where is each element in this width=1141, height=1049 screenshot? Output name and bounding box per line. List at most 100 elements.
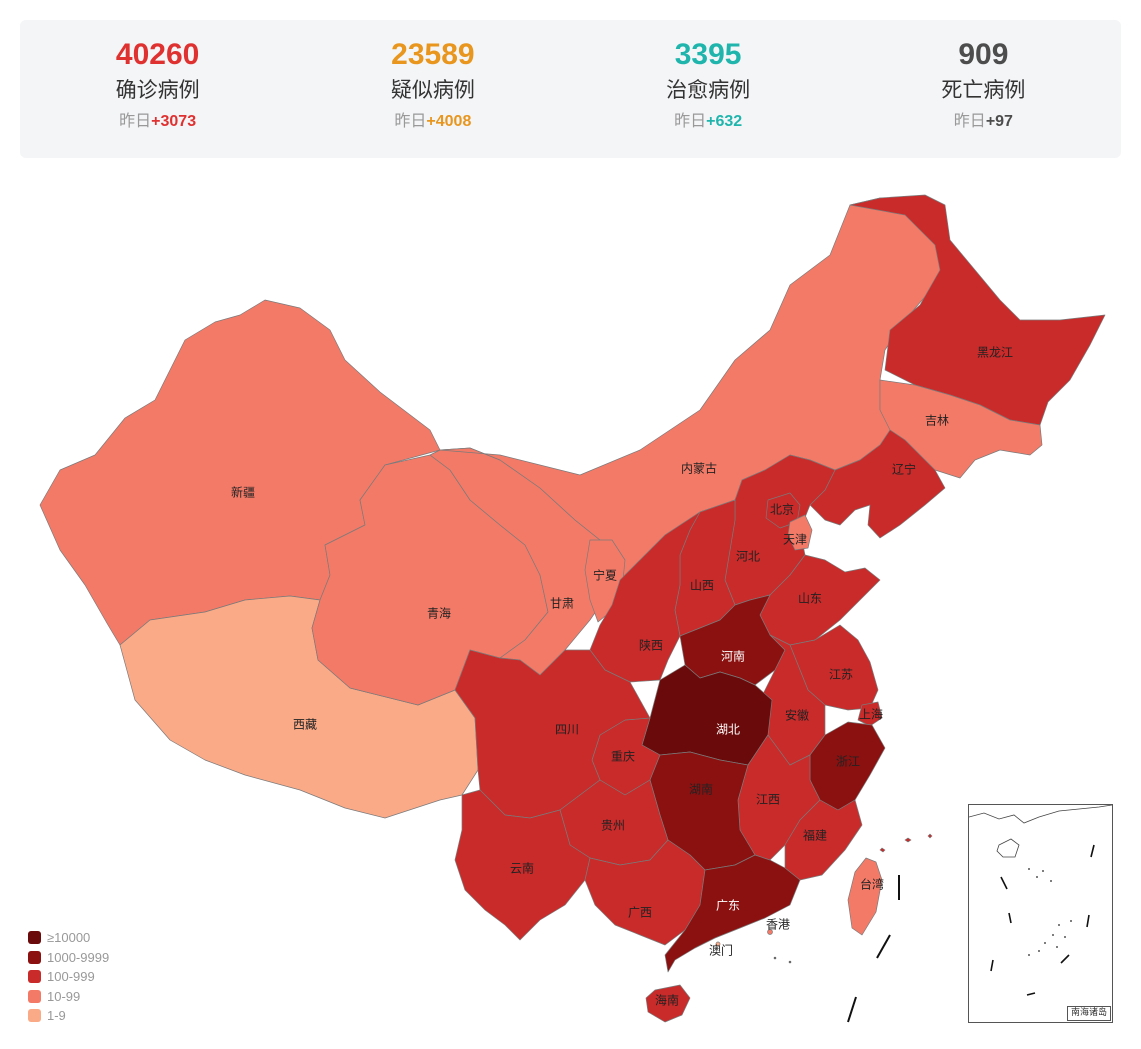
- island-mark: [904, 837, 912, 843]
- delta-prefix: 昨日: [953, 111, 986, 130]
- label-guangxi: 广西: [628, 906, 652, 920]
- legend-swatch: [28, 931, 41, 945]
- inset-islet: [1038, 950, 1040, 952]
- inset-coastline: [968, 804, 1113, 824]
- stat-cured: 3395 治愈病例 昨日+632: [571, 20, 846, 158]
- label-gansu: 甘肃: [550, 597, 574, 611]
- label-xinjiang: 新疆: [231, 485, 255, 500]
- label-hubei: 湖北: [716, 722, 740, 737]
- inset-dash: [1086, 914, 1090, 928]
- inset-islet: [1064, 936, 1066, 938]
- deaths-value: 909: [958, 38, 1009, 71]
- label-shandong: 山东: [798, 592, 822, 606]
- legend-label: 10-99: [47, 988, 81, 1004]
- map-legend: ≥10000 1000-9999 100-999 10-99 1-9: [28, 928, 109, 1026]
- region-heilongjiang[interactable]: [849, 194, 1106, 426]
- label-chongqing: 重庆: [611, 750, 635, 764]
- legend-item[interactable]: 100-999: [28, 967, 109, 987]
- inset-dash: [1008, 912, 1012, 924]
- stat-suspected: 23589 疑似病例 昨日+4008: [295, 20, 570, 158]
- label-guangdong: 广东: [716, 899, 740, 913]
- label-jilin: 吉林: [925, 414, 949, 428]
- inset-dash: [1026, 992, 1036, 996]
- legend-swatch: [28, 950, 41, 964]
- inset-dash: [1060, 954, 1070, 964]
- label-sichuan: 四川: [555, 723, 579, 737]
- label-fujian: 福建: [803, 828, 827, 843]
- island-mark: [927, 833, 933, 839]
- legend-swatch: [28, 1009, 41, 1023]
- inset-islet: [1056, 946, 1058, 948]
- legend-label: ≥10000: [47, 930, 91, 946]
- summary-panel: 40260 确诊病例 昨日+3073 23589 疑似病例 昨日+4008 33…: [20, 20, 1121, 158]
- label-macau: 澳门: [709, 943, 733, 958]
- stat-deaths: 909 死亡病例 昨日+97: [846, 20, 1121, 158]
- delta-value: +4008: [426, 113, 472, 130]
- region-yunnan[interactable]: [454, 789, 591, 941]
- label-tianjin: 天津: [783, 533, 807, 547]
- label-liaoning: 辽宁: [892, 462, 916, 477]
- delta-prefix: 昨日: [119, 111, 152, 130]
- delta-value: +632: [706, 113, 743, 130]
- inset-island: [996, 838, 1020, 858]
- label-shanxi: 山西: [690, 579, 714, 593]
- inset-islet: [1036, 876, 1038, 878]
- delta-prefix: 昨日: [394, 111, 427, 130]
- delta-value: +97: [985, 113, 1013, 130]
- label-henan: 河南: [721, 649, 745, 664]
- label-hainan: 海南: [655, 993, 679, 1008]
- cured-label: 治愈病例: [666, 78, 751, 102]
- legend-item[interactable]: 1-9: [28, 1006, 109, 1026]
- region-guangdong[interactable]: [664, 854, 801, 973]
- island-mark: [773, 956, 777, 960]
- label-tibet: 西藏: [293, 718, 317, 732]
- legend-label: 1-9: [47, 1008, 66, 1024]
- region-macau[interactable]: [715, 941, 721, 947]
- inset-islet: [1052, 934, 1054, 936]
- label-yunnan: 云南: [510, 861, 534, 876]
- legend-label: 100-999: [47, 969, 95, 985]
- region-tianjin[interactable]: [787, 514, 813, 551]
- delta-prefix: 昨日: [674, 111, 707, 130]
- legend-swatch: [28, 970, 41, 984]
- confirmed-value: 40260: [115, 38, 200, 71]
- deaths-label: 死亡病例: [941, 78, 1026, 102]
- suspected-value: 23589: [391, 38, 475, 71]
- label-hunan: 湖南: [689, 782, 713, 797]
- inset-islet: [1028, 954, 1030, 956]
- legend-item[interactable]: ≥10000: [28, 928, 109, 948]
- label-hebei: 河北: [736, 550, 760, 564]
- label-heilongjiang: 黑龙江: [977, 346, 1013, 360]
- label-beijing: 北京: [770, 503, 794, 517]
- inset-islet: [1028, 868, 1030, 870]
- suspected-label: 疑似病例: [390, 78, 475, 102]
- region-hainan[interactable]: [645, 984, 691, 1023]
- label-zhejiang: 浙江: [836, 755, 860, 769]
- dash-line: [847, 996, 857, 1023]
- region-shanghai[interactable]: [857, 701, 883, 727]
- confirmed-delta: 昨日+3073: [20, 110, 295, 133]
- island-mark: [879, 847, 886, 853]
- inset-dash: [1000, 876, 1008, 890]
- legend-item[interactable]: 1000-9999: [28, 948, 109, 968]
- region-fujian[interactable]: [784, 799, 863, 881]
- stat-confirmed: 40260 确诊病例 昨日+3073: [20, 20, 295, 158]
- region-hongkong[interactable]: [767, 929, 773, 935]
- region-liaoning[interactable]: [809, 429, 946, 539]
- dash-line: [876, 934, 891, 959]
- region-taiwan[interactable]: [847, 857, 883, 936]
- legend-item[interactable]: 10-99: [28, 987, 109, 1007]
- inset-map: [968, 804, 1113, 996]
- label-hongkong: 香港: [766, 918, 790, 932]
- confirmed-label: 确诊病例: [115, 78, 200, 102]
- label-anhui: 安徽: [785, 708, 809, 723]
- deaths-delta: 昨日+97: [846, 110, 1121, 133]
- legend-swatch: [28, 989, 41, 1003]
- label-taiwan: 台湾: [860, 877, 884, 892]
- inset-islet: [1044, 942, 1046, 944]
- cured-delta: 昨日+632: [571, 110, 846, 133]
- south-china-sea-inset: 南海诸岛: [968, 804, 1113, 1023]
- inset-islet: [1070, 920, 1072, 922]
- label-guizhou: 贵州: [601, 819, 625, 833]
